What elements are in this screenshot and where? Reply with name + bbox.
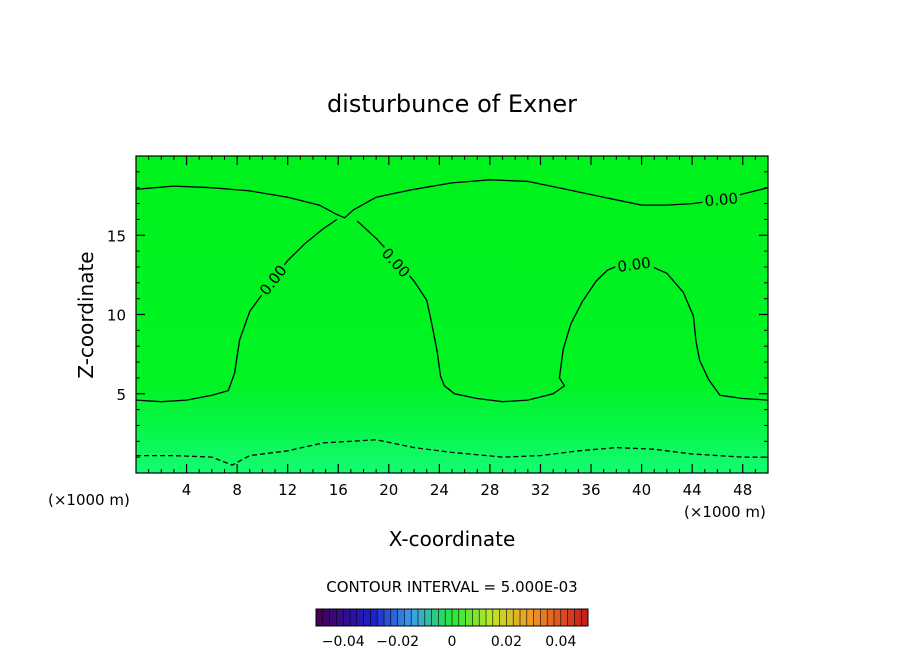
- contour-label: 0.00: [704, 189, 739, 210]
- colorbar-cell: [506, 609, 514, 626]
- colorbar-tick-label: −0.04: [322, 634, 365, 650]
- x-tick-label: 48: [733, 481, 752, 499]
- colorbar-cell: [377, 609, 385, 626]
- contour-label-bg: [613, 252, 654, 275]
- colorbar-cell: [533, 609, 541, 626]
- y-axis-ticks: 5 10 15: [107, 171, 768, 458]
- colorbar-cell: [540, 609, 548, 626]
- colorbar-cell: [452, 609, 460, 626]
- x-unit-label: (×1000 m): [684, 503, 766, 521]
- colorbar-cell: [547, 609, 555, 626]
- contour-label-bg: [701, 188, 741, 209]
- contour-lower-dashed: [136, 439, 768, 466]
- colorbar-cell: [513, 609, 521, 626]
- x-tick-label: 24: [430, 481, 449, 499]
- contour-left-dome: [136, 218, 338, 403]
- colorbar-cell: [458, 609, 466, 626]
- contour-center-trough: [356, 220, 768, 403]
- colorbar-tick-labels: −0.04 −0.02 0 0.02 0.04: [322, 634, 577, 650]
- colorbar-cell: [322, 609, 330, 626]
- x-tick-label: 12: [278, 481, 297, 499]
- colorbar-cell: [465, 609, 473, 626]
- colorbar-cell: [431, 609, 439, 626]
- colorbar-cell: [397, 609, 405, 626]
- colorbar-cell: [492, 609, 500, 626]
- colorbar-tick-label: −0.02: [376, 634, 419, 650]
- colorbar-cell: [336, 609, 344, 626]
- x-axis-ticks: 4 8 12 16 20 24 28 32 36 40 44 48: [148, 156, 756, 499]
- colorbar-cell: [418, 609, 426, 626]
- x-tick-label: 16: [329, 481, 348, 499]
- colorbar-cell: [370, 609, 378, 626]
- colorbar-cell: [390, 609, 398, 626]
- colorbar-cell: [526, 609, 534, 626]
- x-tick-label: 32: [531, 481, 550, 499]
- y-axis-label: Z-coordinate: [74, 251, 98, 378]
- colorbar-cell: [574, 609, 582, 626]
- colorbar: [315, 608, 589, 627]
- plot-field: [136, 156, 768, 473]
- y-tick-label: 10: [107, 307, 126, 325]
- contour-label-bg: [253, 259, 291, 300]
- z-unit-label: (×1000 m): [48, 491, 130, 509]
- x-tick-label: 8: [232, 481, 242, 499]
- y-tick-label: 15: [107, 227, 126, 245]
- colorbar-tick-label: 0: [448, 634, 457, 650]
- colorbar-cell: [404, 609, 412, 626]
- colorbar-cell: [316, 609, 324, 626]
- contour-top: [136, 179, 768, 219]
- contour-interval-text: CONTOUR INTERVAL = 5.000E-03: [326, 578, 577, 596]
- colorbar-cell: [411, 609, 419, 626]
- colorbar-cell: [438, 609, 446, 626]
- contour-label-bg: [377, 242, 416, 282]
- x-tick-label: 28: [480, 481, 499, 499]
- colorbar-cell: [486, 609, 494, 626]
- contour-lines: [136, 179, 768, 466]
- chart-title: disturbunce of Exner: [327, 90, 577, 118]
- colorbar-cell: [560, 609, 568, 626]
- colorbar-cell: [363, 609, 371, 626]
- colorbar-cell: [424, 609, 432, 626]
- x-tick-label: 36: [581, 481, 600, 499]
- colorbar-cell: [445, 609, 453, 626]
- colorbar-cell: [581, 609, 589, 626]
- x-tick-label: 40: [632, 481, 651, 499]
- colorbar-cell: [567, 609, 575, 626]
- colorbar-cell: [350, 609, 358, 626]
- x-tick-label: 44: [683, 481, 702, 499]
- colorbar-cell: [356, 609, 364, 626]
- colorbar-cell: [329, 609, 337, 626]
- colorbar-cell: [499, 609, 507, 626]
- colorbar-cell: [472, 609, 480, 626]
- colorbar-tick-label: 0.04: [545, 634, 576, 650]
- y-tick-label: 5: [116, 386, 126, 404]
- x-tick-label: 4: [182, 481, 192, 499]
- colorbar-cell: [554, 609, 562, 626]
- contour-label: 0.00: [616, 254, 652, 276]
- colorbar-tick-label: 0.02: [491, 634, 522, 650]
- colorbar-frame: [315, 608, 589, 627]
- colorbar-cell: [384, 609, 392, 626]
- colorbar-cell: [479, 609, 487, 626]
- colorbar-cell: [343, 609, 351, 626]
- x-axis-label: X-coordinate: [389, 527, 516, 551]
- x-tick-label: 20: [379, 481, 398, 499]
- colorbar-cell: [520, 609, 528, 626]
